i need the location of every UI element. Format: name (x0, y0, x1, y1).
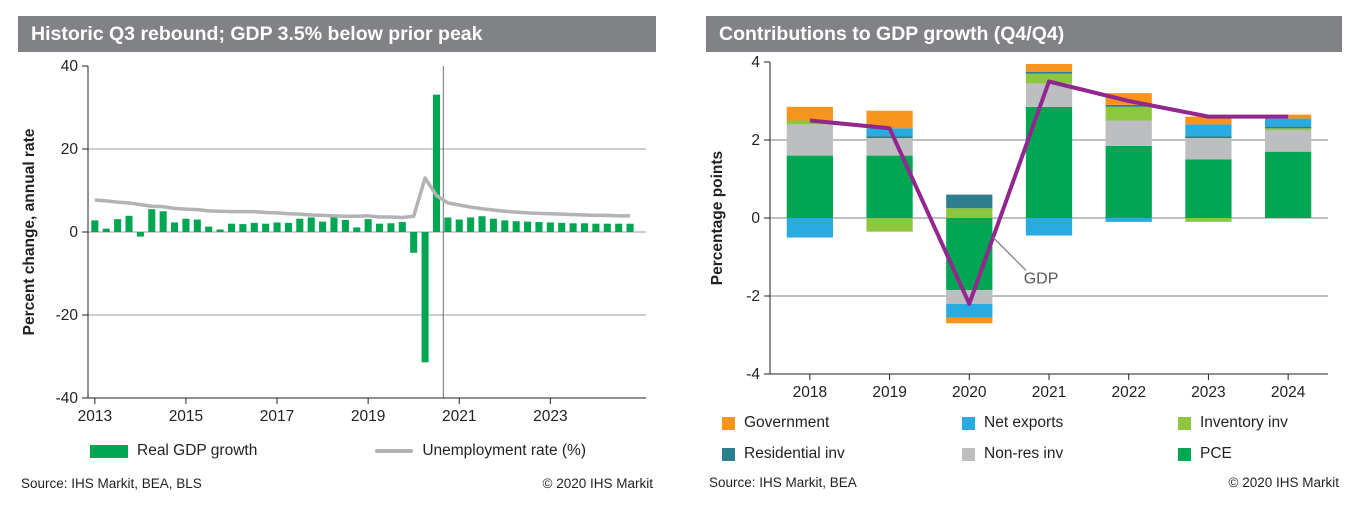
copyright-text: © 2020 IHS Markit (1228, 475, 1340, 490)
gdp-rebound-panel-title: Historic Q3 rebound; GDP 3.5% below prio… (18, 16, 656, 52)
legend-label: PCE (1200, 445, 1232, 462)
svg-text:2020: 2020 (952, 384, 987, 401)
svg-text:-2: -2 (746, 288, 760, 305)
legend-item-pce: PCE (1178, 445, 1342, 463)
svg-text:2023: 2023 (1191, 384, 1225, 401)
gdp-rebound-panel: Historic Q3 rebound; GDP 3.5% below prio… (18, 16, 656, 491)
svg-text:20: 20 (61, 141, 79, 158)
svg-text:2013: 2013 (78, 408, 112, 425)
legend-swatch-square-icon (90, 444, 128, 458)
legend-swatch-square-icon (1178, 447, 1191, 461)
svg-text:40: 40 (61, 58, 79, 75)
legend-label: Unemployment rate (%) (422, 442, 586, 459)
svg-text:2019: 2019 (351, 408, 385, 425)
svg-text:Percent change, annual rate: Percent change, annual rate (21, 128, 38, 335)
gdp-chart-legend: Real GDP growth Unemployment rate (%) (18, 438, 656, 464)
legend-item-residential-inv: Residential inv (722, 445, 962, 463)
legend-item-net-exports: Net exports (962, 414, 1178, 432)
svg-text:2021: 2021 (442, 408, 476, 425)
legend-item-inventory-inv: Inventory inv (1178, 414, 1342, 432)
svg-text:2023: 2023 (533, 408, 567, 425)
svg-text:2015: 2015 (169, 408, 203, 425)
legend-swatch-square-icon (722, 416, 735, 430)
source-text: Source: IHS Markit, BEA, BLS (21, 476, 202, 491)
svg-text:2018: 2018 (793, 384, 827, 401)
legend-label: Government (744, 414, 830, 431)
source-text: Source: IHS Markit, BEA (709, 475, 857, 490)
svg-text:-20: -20 (56, 307, 79, 324)
contributions-panel-footer: Source: IHS Markit, BEA © 2020 IHS Marki… (706, 475, 1342, 490)
legend-label: Real GDP growth (137, 442, 258, 459)
svg-text:-4: -4 (746, 366, 760, 383)
legend-swatch-square-icon (722, 447, 735, 461)
svg-text:4: 4 (751, 54, 760, 71)
legend-item-non-res-inv: Non-res inv (962, 445, 1178, 463)
gdp-contributions-panel: Contributions to GDP growth (Q4/Q4) GDP -… (706, 16, 1342, 490)
svg-text:2024: 2024 (1271, 384, 1306, 401)
svg-text:0: 0 (751, 210, 760, 227)
legend-swatch-square-icon (962, 416, 975, 430)
copyright-text: © 2020 IHS Markit (542, 476, 654, 491)
gdp-contributions-panel-title: Contributions to GDP growth (Q4/Q4) (706, 16, 1342, 52)
svg-text:2: 2 (751, 132, 760, 149)
svg-text:0: 0 (69, 224, 78, 241)
svg-text:2017: 2017 (260, 408, 294, 425)
svg-text:2019: 2019 (872, 384, 906, 401)
legend-swatch-line-icon (375, 449, 414, 453)
contributions-chart-legend: Government Net exports Inventory inv Reside… (706, 414, 1342, 463)
legend-item-unemployment-rate-: Unemployment rate (%) (375, 442, 586, 460)
legend-label: Residential inv (744, 445, 845, 462)
legend-swatch-square-icon (962, 447, 975, 461)
legend-label: Net exports (984, 414, 1064, 431)
svg-text:Percentage points: Percentage points (709, 151, 726, 285)
legend-label: Non-res inv (984, 445, 1064, 462)
legend-swatch-square-icon (1178, 416, 1191, 430)
legend-label: Inventory inv (1200, 414, 1288, 431)
legend-item-government: Government (722, 414, 962, 432)
svg-text:2021: 2021 (1032, 384, 1066, 401)
svg-text:2022: 2022 (1111, 384, 1145, 401)
gdp-panel-footer: Source: IHS Markit, BEA, BLS © 2020 IHS … (18, 476, 656, 491)
real-gdp-growth-unemployment-chart: -40 -20 0 20 40 2013 2015 2017 2019 2021 2023 Perce… (21, 58, 646, 425)
gdp-contributions-stacked-chart: GDP -4 -2 0 2 4 2018 2019 2020 2021 2022 2023 2024 Pe… (709, 54, 1328, 401)
svg-text:-40: -40 (56, 390, 79, 407)
legend-item-real-gdp-growth: Real GDP growth (90, 442, 257, 460)
svg-text:GDP: GDP (1024, 270, 1059, 287)
